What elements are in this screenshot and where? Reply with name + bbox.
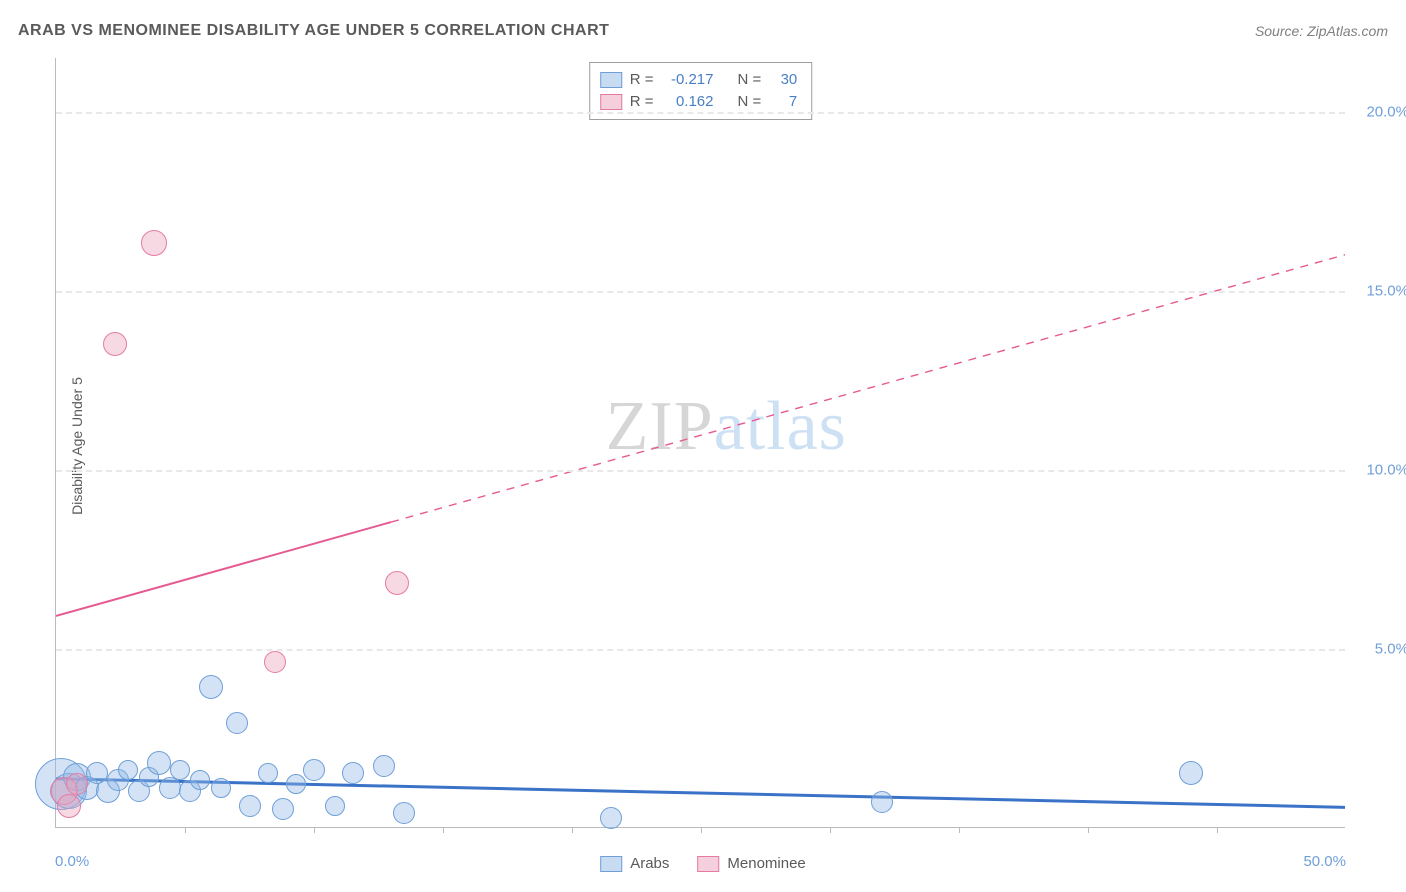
data-point-menominee xyxy=(66,773,88,795)
x-tick xyxy=(959,827,960,833)
data-point-arabs xyxy=(226,712,248,734)
data-point-arabs xyxy=(393,802,415,824)
x-tick xyxy=(314,827,315,833)
watermark-atlas: atlas xyxy=(714,388,847,465)
r-value-menominee: 0.162 xyxy=(662,91,714,113)
data-point-arabs xyxy=(211,778,231,798)
n-label: N = xyxy=(738,91,762,113)
swatch-arabs-icon xyxy=(600,856,622,872)
x-axis-min-label: 0.0% xyxy=(55,853,89,870)
data-point-arabs xyxy=(303,759,325,781)
legend-label-menominee: Menominee xyxy=(727,855,805,872)
correlation-row-menominee: R = 0.162 N = 7 xyxy=(600,91,798,113)
grid-line xyxy=(56,291,1345,293)
source-label: Source: ZipAtlas.com xyxy=(1255,23,1388,39)
grid-line xyxy=(56,112,1345,114)
y-tick-label: 20.0% xyxy=(1366,103,1406,120)
data-point-arabs xyxy=(147,751,171,775)
x-tick xyxy=(1217,827,1218,833)
r-label: R = xyxy=(630,91,654,113)
swatch-menominee-icon xyxy=(697,856,719,872)
x-axis-max-label: 50.0% xyxy=(1303,853,1346,870)
data-point-menominee xyxy=(141,230,167,256)
x-tick xyxy=(701,827,702,833)
n-value-arabs: 30 xyxy=(769,69,797,91)
legend-item-arabs: Arabs xyxy=(600,855,669,872)
trend-lines xyxy=(56,58,1345,827)
plot-area: R = -0.217 N = 30 R = 0.162 N = 7 ZIPatl… xyxy=(55,58,1345,828)
n-value-menominee: 7 xyxy=(769,91,797,113)
y-tick-label: 15.0% xyxy=(1366,282,1406,299)
legend-label-arabs: Arabs xyxy=(630,855,669,872)
watermark-zip: ZIP xyxy=(606,388,714,465)
watermark: ZIPatlas xyxy=(606,387,847,467)
y-tick-label: 5.0% xyxy=(1375,640,1406,657)
r-label: R = xyxy=(630,69,654,91)
data-point-menominee xyxy=(264,651,286,673)
data-point-arabs xyxy=(199,675,223,699)
data-point-menominee xyxy=(57,794,81,818)
data-point-arabs xyxy=(373,755,395,777)
trend-line-menominee xyxy=(56,522,391,616)
data-point-menominee xyxy=(103,332,127,356)
data-point-arabs xyxy=(159,777,181,799)
chart-header: ARAB VS MENOMINEE DISABILITY AGE UNDER 5… xyxy=(18,22,1388,40)
x-tick xyxy=(185,827,186,833)
data-point-arabs xyxy=(325,796,345,816)
data-point-arabs xyxy=(239,795,261,817)
grid-line xyxy=(56,649,1345,651)
data-point-arabs xyxy=(272,798,294,820)
chart-title: ARAB VS MENOMINEE DISABILITY AGE UNDER 5… xyxy=(18,22,609,40)
r-value-arabs: -0.217 xyxy=(662,69,714,91)
data-point-arabs xyxy=(170,760,190,780)
swatch-menominee-icon xyxy=(600,94,622,110)
data-point-arabs xyxy=(871,791,893,813)
swatch-arabs-icon xyxy=(600,72,622,88)
data-point-arabs xyxy=(258,763,278,783)
data-point-arabs xyxy=(190,770,210,790)
x-tick xyxy=(443,827,444,833)
data-point-arabs xyxy=(286,774,306,794)
data-point-arabs xyxy=(118,760,138,780)
n-label: N = xyxy=(738,69,762,91)
x-tick xyxy=(830,827,831,833)
data-point-menominee xyxy=(385,571,409,595)
data-point-arabs xyxy=(600,807,622,829)
x-tick xyxy=(572,827,573,833)
x-tick xyxy=(1088,827,1089,833)
grid-line xyxy=(56,470,1345,472)
data-point-arabs xyxy=(342,762,364,784)
trend-line-menominee-extrapolated xyxy=(391,255,1345,522)
series-legend: Arabs Menominee xyxy=(600,855,806,872)
legend-item-menominee: Menominee xyxy=(697,855,805,872)
correlation-row-arabs: R = -0.217 N = 30 xyxy=(600,69,798,91)
y-tick-label: 10.0% xyxy=(1366,461,1406,478)
data-point-arabs xyxy=(1179,761,1203,785)
